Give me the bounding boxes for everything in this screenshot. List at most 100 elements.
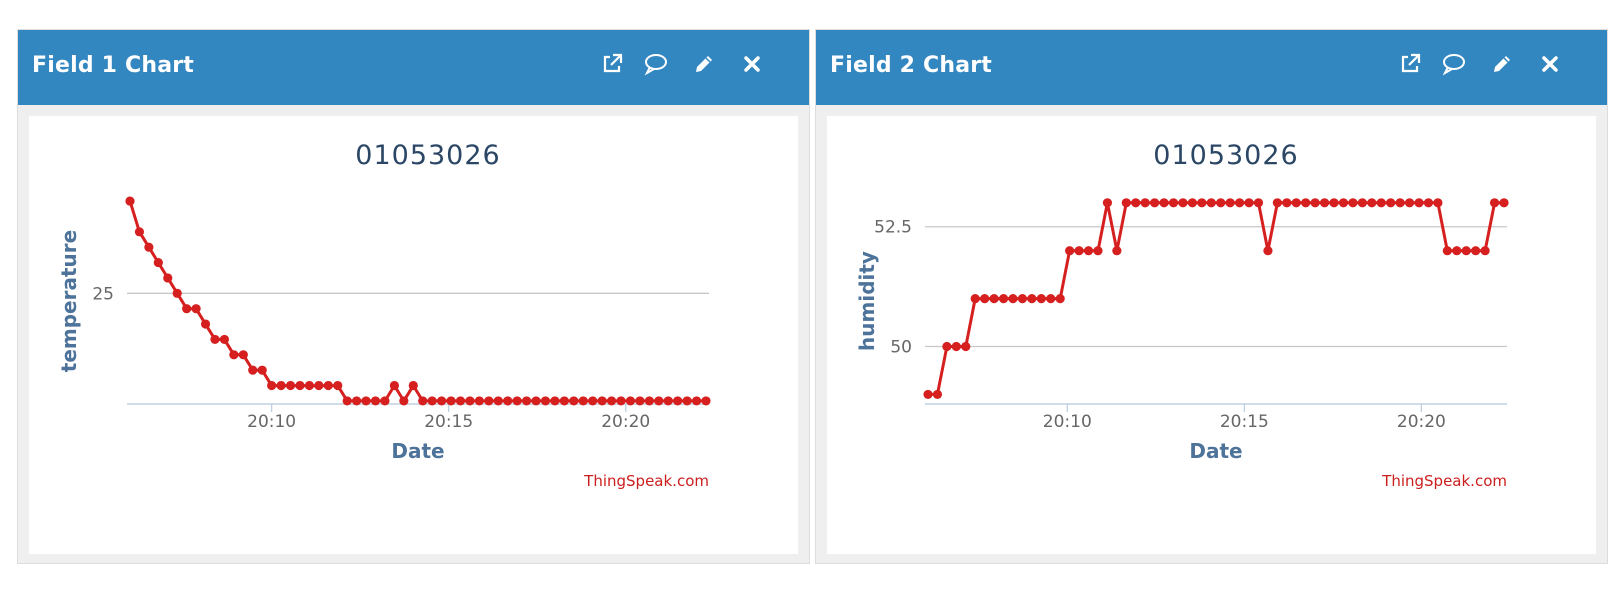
data-point <box>1357 198 1367 208</box>
data-point <box>701 396 711 406</box>
data-point <box>172 288 182 298</box>
pencil-icon[interactable] <box>686 46 722 82</box>
data-point <box>1244 198 1254 208</box>
data-point <box>616 396 626 406</box>
comment-icon[interactable] <box>1436 46 1472 82</box>
data-point <box>1442 246 1452 256</box>
data-point <box>531 396 541 406</box>
y-axis-title: humidity <box>855 251 879 351</box>
chart-title: 01053026 <box>1153 140 1298 171</box>
data-point <box>1121 198 1131 208</box>
y-axis-title: temperature <box>57 230 81 372</box>
data-point <box>1489 198 1500 208</box>
data-point <box>1187 198 1197 208</box>
chart-container: 01053026 50 52.5 20:10 20:15 20:20 Date humidit… <box>827 116 1596 554</box>
data-point <box>370 396 381 406</box>
data-point <box>465 396 475 406</box>
data-point <box>635 396 645 406</box>
data-point <box>1282 198 1292 208</box>
close-icon[interactable] <box>734 46 770 82</box>
data-point <box>663 396 673 406</box>
data-point <box>559 396 569 406</box>
data-point <box>597 396 607 406</box>
data-point <box>418 396 428 406</box>
data-point <box>1046 294 1056 304</box>
y-tick-label: 50 <box>890 338 912 358</box>
data-point <box>998 294 1009 304</box>
data-point <box>970 294 980 304</box>
data-point <box>951 341 961 352</box>
data-point <box>578 396 588 406</box>
data-point <box>932 389 943 400</box>
data-point <box>399 396 409 406</box>
data-point <box>144 242 154 252</box>
data-point <box>276 380 286 391</box>
data-point <box>1319 198 1330 208</box>
data-point <box>134 227 145 237</box>
comment-icon[interactable] <box>638 46 674 82</box>
close-icon[interactable] <box>1532 46 1568 82</box>
data-point <box>1008 294 1018 304</box>
field-2-chart: 01053026 50 52.5 20:10 20:15 20:20 Date humidit… <box>855 140 1509 490</box>
data-point <box>1414 198 1424 208</box>
pencil-icon[interactable] <box>1484 46 1520 82</box>
data-point <box>361 396 371 406</box>
data-point <box>980 294 990 304</box>
thingspeak-credit: ThingSpeak.com <box>583 472 709 490</box>
chart-title: 01053026 <box>355 140 500 171</box>
data-point <box>1065 246 1075 256</box>
data-point <box>1480 246 1490 256</box>
data-point <box>1093 246 1103 256</box>
data-point <box>1263 246 1273 256</box>
data-point <box>229 350 239 360</box>
data-point <box>644 396 654 406</box>
data-point <box>1140 198 1150 208</box>
data-point <box>1272 198 1282 208</box>
data-point <box>1036 294 1046 304</box>
data-point <box>923 389 933 400</box>
data-point <box>1197 198 1207 208</box>
data-point <box>550 396 560 406</box>
data-point <box>1301 198 1311 208</box>
x-axis-title: Date <box>391 439 444 463</box>
data-point <box>342 396 352 406</box>
panel-title: Field 2 Chart <box>830 53 993 78</box>
data-point <box>1017 294 1028 304</box>
x-axis-title: Date <box>1189 439 1242 463</box>
data-point <box>455 396 466 406</box>
data-point <box>248 365 258 375</box>
panel-header: Field 2 Chart <box>816 30 1607 105</box>
data-point <box>163 273 173 283</box>
data-point <box>503 396 513 406</box>
x-tick-label: 20:10 <box>1043 412 1092 432</box>
data-point <box>304 380 315 391</box>
data-point <box>1367 198 1377 208</box>
x-tick-label: 20:15 <box>1220 412 1269 432</box>
data-point <box>285 380 296 391</box>
data-point <box>484 396 494 406</box>
x-tick-label: 20:10 <box>247 412 296 432</box>
data-point <box>1386 198 1396 208</box>
data-point <box>588 396 598 406</box>
data-point <box>153 257 163 268</box>
data-point <box>1159 198 1169 208</box>
data-point <box>606 396 617 406</box>
data-point <box>474 396 484 406</box>
external-link-icon[interactable] <box>1392 46 1428 82</box>
data-point <box>314 380 324 391</box>
data-point <box>352 396 362 406</box>
data-point <box>493 396 503 406</box>
data-point <box>1461 246 1471 256</box>
external-link-icon[interactable] <box>594 46 630 82</box>
data-point <box>295 380 305 391</box>
data-point <box>1055 294 1065 304</box>
x-tick-label: 20:20 <box>1397 412 1446 432</box>
data-point <box>238 350 248 360</box>
data-point <box>408 380 418 391</box>
field-1-chart: 01053026 25 20:10 20:15 20:20 Date temperature… <box>57 140 711 490</box>
data-point <box>1235 198 1245 208</box>
data-point <box>1225 198 1235 208</box>
data-point <box>540 396 551 406</box>
data-point <box>1348 198 1358 208</box>
data-point <box>1131 198 1141 208</box>
